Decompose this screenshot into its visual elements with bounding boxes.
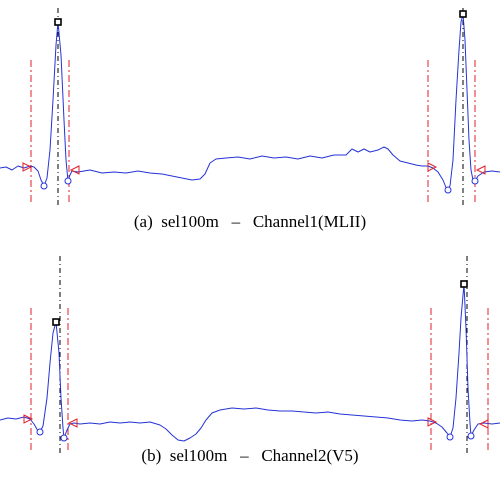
offset-marker-2 <box>475 165 486 175</box>
onset-marker-1 <box>23 414 34 424</box>
minimum-marker-2-2 <box>467 432 475 440</box>
offset-marker-1 <box>69 165 80 175</box>
minimum-marker-1-1 <box>36 428 44 436</box>
panel-channel1: (a) sel100m – Channel1(MLII) <box>0 8 500 231</box>
ecg-plot-channel1 <box>0 8 500 205</box>
minimum-marker-2-1 <box>446 433 454 441</box>
onset-marker-2 <box>427 417 438 427</box>
ecg-signal-line <box>0 13 500 191</box>
peak-marker-2 <box>459 10 467 18</box>
ecg-plot-channel2 <box>0 256 500 453</box>
onset-marker-1 <box>22 162 33 172</box>
peak-marker-1 <box>52 318 60 326</box>
minimum-marker-2-2 <box>471 177 479 185</box>
minimum-marker-1-2 <box>64 177 72 185</box>
minimum-marker-2-1 <box>444 186 452 194</box>
onset-marker-2 <box>427 162 438 172</box>
peak-marker-2 <box>460 280 468 288</box>
minimum-marker-1-1 <box>40 182 48 190</box>
caption-channel1: (a) sel100m – Channel1(MLII) <box>133 212 367 231</box>
caption-channel2: (b) sel100m – Channel2(V5) <box>141 446 359 465</box>
panel-channel2: (b) sel100m – Channel2(V5) <box>0 248 500 496</box>
offset-marker-1 <box>67 418 78 428</box>
minimum-marker-1-2 <box>60 434 68 442</box>
peak-marker-1 <box>54 18 62 26</box>
ecg-signal-line <box>0 283 500 442</box>
offset-marker-2 <box>478 419 489 429</box>
